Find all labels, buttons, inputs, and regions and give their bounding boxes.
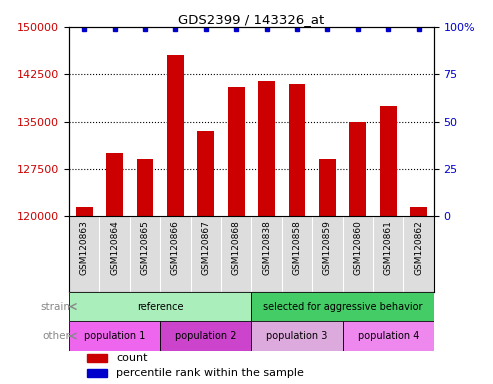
Bar	[289, 84, 305, 216]
Text: GSM120862: GSM120862	[414, 220, 423, 275]
Bar	[76, 207, 93, 216]
Bar	[228, 87, 245, 216]
Text: GSM120867: GSM120867	[201, 220, 211, 275]
Bar	[380, 106, 396, 216]
Text: GSM120838: GSM120838	[262, 220, 271, 275]
Bar	[160, 321, 251, 351]
Text: GSM120859: GSM120859	[323, 220, 332, 275]
Text: other: other	[43, 331, 70, 341]
Bar	[258, 81, 275, 216]
Text: GSM120866: GSM120866	[171, 220, 180, 275]
Bar	[69, 321, 160, 351]
Text: GSM120868: GSM120868	[232, 220, 241, 275]
Text: population 2: population 2	[175, 331, 237, 341]
Text: population 1: population 1	[84, 331, 145, 341]
Bar	[251, 292, 434, 321]
Text: GSM120864: GSM120864	[110, 220, 119, 275]
Bar	[198, 131, 214, 216]
Bar	[87, 369, 107, 377]
Text: count: count	[116, 353, 148, 363]
Text: population 3: population 3	[266, 331, 328, 341]
Text: reference: reference	[137, 301, 183, 311]
Bar	[69, 292, 251, 321]
Text: percentile rank within the sample: percentile rank within the sample	[116, 368, 304, 378]
Bar	[410, 207, 427, 216]
Text: population 4: population 4	[357, 331, 419, 341]
Bar	[106, 153, 123, 216]
Bar	[167, 55, 184, 216]
Text: GSM120863: GSM120863	[80, 220, 89, 275]
Text: GSM120858: GSM120858	[292, 220, 302, 275]
Bar	[251, 321, 343, 351]
Title: GDS2399 / 143326_at: GDS2399 / 143326_at	[178, 13, 324, 26]
Text: GSM120860: GSM120860	[353, 220, 362, 275]
Text: GSM120865: GSM120865	[141, 220, 149, 275]
Bar	[343, 321, 434, 351]
Bar	[350, 121, 366, 216]
Bar	[87, 354, 107, 362]
Text: strain: strain	[40, 301, 70, 311]
Text: GSM120861: GSM120861	[384, 220, 393, 275]
Bar	[137, 159, 153, 216]
Bar	[319, 159, 336, 216]
Text: selected for aggressive behavior: selected for aggressive behavior	[263, 301, 423, 311]
